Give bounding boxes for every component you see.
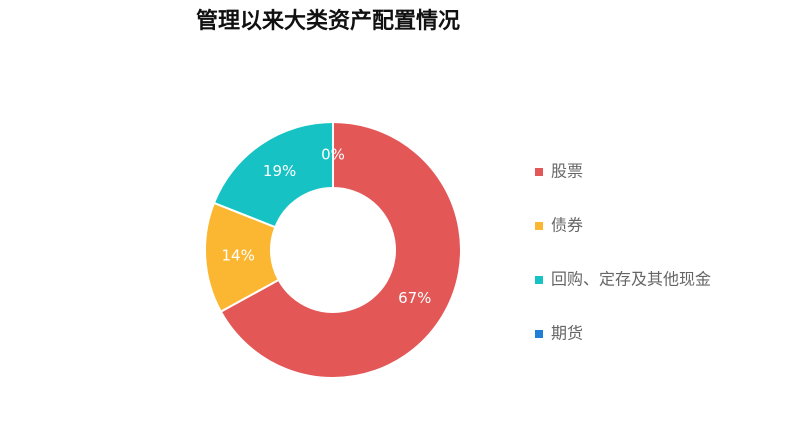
data-label: 14% [222,246,255,264]
legend-label: 股票 [551,162,583,181]
legend-label: 期货 [551,324,583,343]
data-label: 67% [398,289,431,307]
legend-marker [535,276,543,284]
chart-title: 管理以来大类资产配置情况 [196,8,460,34]
donut-slice [212,120,334,229]
legend-label: 回购、定存及其他现金 [551,270,711,289]
data-label: 19% [263,162,296,180]
data-label: 0% [321,146,345,164]
legend-marker [535,222,543,230]
legend-marker [535,168,543,176]
legend-label: 债券 [551,216,583,235]
legend-marker [535,330,543,338]
donut-slice [219,120,462,379]
